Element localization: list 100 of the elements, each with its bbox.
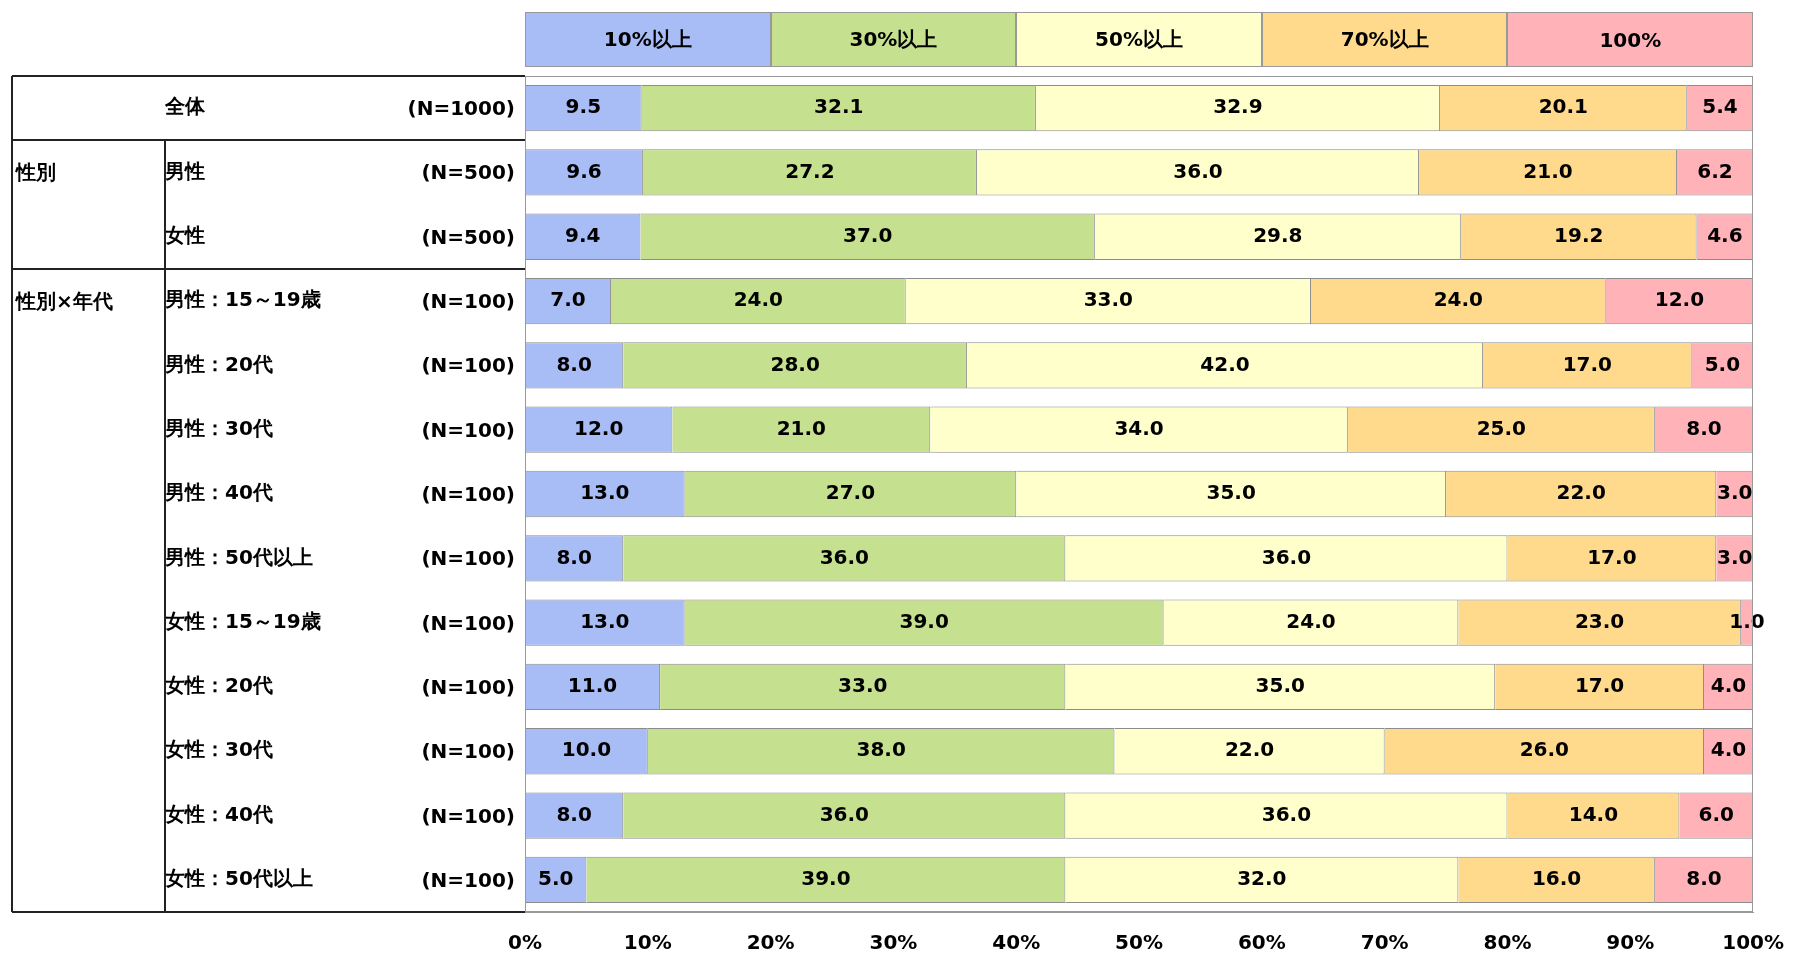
text: 性別 bbox=[16, 158, 56, 186]
data-label: 8.0 bbox=[1686, 866, 1722, 891]
data-label: 27.0 bbox=[825, 480, 876, 505]
x-tick-label: 60% bbox=[1237, 930, 1286, 955]
data-label: 17.0 bbox=[1587, 544, 1637, 569]
series-label: 70%以上 bbox=[1340, 26, 1429, 53]
x-tick-label: 10% bbox=[623, 930, 672, 955]
y-tick-label: 男性：15～19歳 bbox=[164, 287, 321, 312]
text: (N=100) bbox=[421, 546, 515, 571]
series-label: 50%以上 bbox=[1095, 26, 1183, 53]
data-label: 38.0 bbox=[856, 737, 906, 762]
x-tick-label: 50% bbox=[1115, 930, 1163, 955]
data-label: 13.0 bbox=[580, 608, 630, 633]
data-label: 4.0 bbox=[1710, 737, 1747, 762]
data-label: 14.0 bbox=[1568, 801, 1619, 826]
data-label: 5.0 bbox=[1704, 351, 1741, 376]
data-label: 32.9 bbox=[1213, 94, 1263, 119]
data-label: 28.0 bbox=[770, 351, 820, 376]
text: (N=100) bbox=[421, 289, 515, 314]
data-label: 20.1 bbox=[1538, 94, 1589, 119]
data-label: 6.0 bbox=[1698, 801, 1734, 826]
data-label: 25.0 bbox=[1476, 415, 1527, 440]
x-tick-label: 100% bbox=[1722, 930, 1784, 955]
data-label: 12.0 bbox=[574, 415, 624, 440]
y-tick-label: 男性：50代以上 bbox=[164, 544, 313, 569]
data-label: 36.0 bbox=[819, 544, 869, 569]
text: (N=100) bbox=[421, 674, 515, 699]
data-label: 24.0 bbox=[733, 287, 784, 312]
x-tick-label: 0% bbox=[508, 930, 542, 955]
data-label: 13.0 bbox=[580, 480, 630, 505]
text: (N=100) bbox=[421, 482, 515, 506]
text: (N=100) bbox=[421, 353, 515, 378]
data-label: 9.4 bbox=[565, 222, 601, 247]
data-label: 23.0 bbox=[1574, 608, 1625, 633]
y-tick-label: 女性：15～19歳 bbox=[164, 608, 321, 633]
x-tick-label: 90% bbox=[1606, 930, 1655, 955]
text: (N=100) bbox=[421, 803, 515, 828]
data-label: 24.0 bbox=[1286, 608, 1336, 633]
x-tick-label: 70% bbox=[1360, 930, 1409, 955]
data-label: 6.2 bbox=[1697, 158, 1733, 183]
text: (N=1000) bbox=[407, 96, 515, 121]
data-label: 3.0 bbox=[1716, 544, 1753, 569]
text: (N=100) bbox=[421, 417, 515, 442]
data-label: 39.0 bbox=[899, 608, 949, 633]
data-label: 12.0 bbox=[1654, 287, 1705, 312]
data-label: 32.0 bbox=[1237, 866, 1287, 891]
x-tick-label: 20% bbox=[746, 930, 795, 955]
data-label: 8.0 bbox=[556, 801, 592, 826]
data-label: 22.0 bbox=[1224, 737, 1275, 762]
data-label: 42.0 bbox=[1200, 351, 1250, 376]
text: 性別×年代 bbox=[16, 287, 113, 315]
data-label: 24.0 bbox=[1433, 287, 1484, 312]
data-label: 33.0 bbox=[838, 673, 888, 698]
data-label: 27.2 bbox=[785, 158, 835, 183]
data-label: 34.0 bbox=[1114, 415, 1164, 440]
data-label: 17.0 bbox=[1562, 351, 1612, 376]
data-label: 10.0 bbox=[561, 737, 612, 762]
data-label: 9.6 bbox=[566, 158, 602, 183]
data-label: 21.0 bbox=[1523, 158, 1573, 183]
data-label: 32.1 bbox=[814, 94, 864, 119]
data-label: 39.0 bbox=[801, 866, 851, 891]
data-label: 4.0 bbox=[1710, 673, 1747, 698]
data-label: 5.4 bbox=[1702, 94, 1738, 119]
text: (N=100) bbox=[421, 610, 515, 635]
x-tick-label: 80% bbox=[1483, 930, 1532, 955]
data-label: 21.0 bbox=[776, 415, 826, 440]
data-label: 8.0 bbox=[1686, 415, 1722, 440]
data-label: 35.0 bbox=[1206, 480, 1256, 505]
x-tick-label: 40% bbox=[992, 930, 1041, 955]
data-label: 1.0 bbox=[1729, 608, 1765, 633]
data-label: 35.0 bbox=[1255, 673, 1305, 698]
data-label: 22.0 bbox=[1556, 480, 1606, 505]
data-label: 8.0 bbox=[556, 544, 592, 569]
y-tick-label: 女性：30代 bbox=[164, 737, 273, 762]
y-tick-label: 男性 bbox=[164, 158, 205, 183]
data-label: 29.8 bbox=[1253, 222, 1303, 247]
series-label: 30%以上 bbox=[849, 26, 938, 53]
text: 100% bbox=[1599, 27, 1662, 52]
data-label: 4.6 bbox=[1707, 222, 1743, 247]
y-tick-label: 女性：20代 bbox=[164, 673, 273, 698]
series-label: 10%以上 bbox=[603, 26, 692, 53]
data-label: 16.0 bbox=[1531, 866, 1582, 891]
y-tick-label: 女性：50代以上 bbox=[164, 866, 313, 891]
data-label: 19.2 bbox=[1554, 222, 1604, 247]
y-tick-label: 女性 bbox=[164, 222, 205, 247]
data-label: 8.0 bbox=[556, 351, 592, 376]
y-tick-label: 男性：30代 bbox=[164, 415, 273, 440]
data-label: 36.0 bbox=[1173, 158, 1223, 183]
y-tick-label: 男性：20代 bbox=[164, 351, 273, 376]
data-label: 37.0 bbox=[842, 222, 893, 247]
text: (N=100) bbox=[421, 739, 515, 764]
data-label: 36.0 bbox=[819, 801, 869, 826]
data-label: 5.0 bbox=[537, 866, 574, 891]
text: (N=500) bbox=[421, 160, 515, 185]
data-label: 3.0 bbox=[1716, 480, 1753, 505]
data-label: 36.0 bbox=[1261, 544, 1312, 569]
data-label: 7.0 bbox=[550, 287, 586, 312]
y-tick-label: 女性：40代 bbox=[164, 801, 273, 826]
y-tick-label: 全体 bbox=[164, 94, 206, 119]
data-label: 36.0 bbox=[1261, 801, 1312, 826]
